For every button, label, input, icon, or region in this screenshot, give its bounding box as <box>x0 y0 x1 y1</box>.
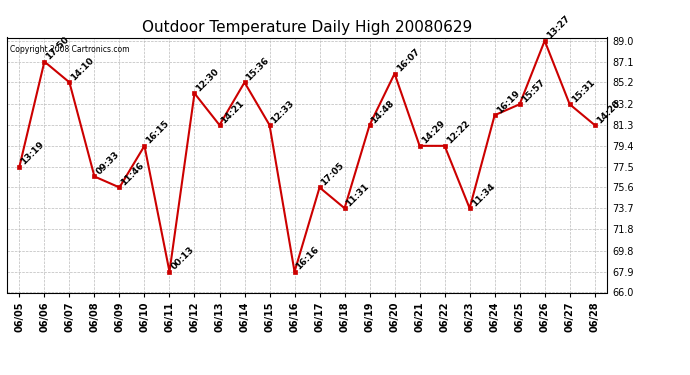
Text: 11:34: 11:34 <box>470 182 496 208</box>
Text: 14:48: 14:48 <box>370 98 396 125</box>
Text: 13:27: 13:27 <box>544 14 571 41</box>
Text: 17:05: 17:05 <box>319 161 346 188</box>
Text: 16:07: 16:07 <box>395 47 421 74</box>
Text: 16:19: 16:19 <box>495 88 522 115</box>
Text: 14:21: 14:21 <box>219 98 246 125</box>
Text: 14:10: 14:10 <box>70 56 96 82</box>
Text: 12:33: 12:33 <box>270 99 296 125</box>
Text: 15:31: 15:31 <box>570 78 596 104</box>
Text: 11:31: 11:31 <box>344 182 371 208</box>
Text: 13:19: 13:19 <box>19 140 46 166</box>
Text: 12:30: 12:30 <box>195 67 221 93</box>
Title: Outdoor Temperature Daily High 20080629: Outdoor Temperature Daily High 20080629 <box>142 20 472 35</box>
Text: 00:13: 00:13 <box>170 245 196 272</box>
Text: Copyright 2008 Cartronics.com: Copyright 2008 Cartronics.com <box>10 45 130 54</box>
Text: 12:22: 12:22 <box>444 119 471 146</box>
Text: 09:33: 09:33 <box>95 150 121 177</box>
Text: 17:50: 17:50 <box>44 35 71 62</box>
Text: 14:20: 14:20 <box>595 99 621 125</box>
Text: 15:36: 15:36 <box>244 56 271 82</box>
Text: 16:15: 16:15 <box>144 119 171 146</box>
Text: 16:16: 16:16 <box>295 245 321 272</box>
Text: 14:29: 14:29 <box>420 119 446 146</box>
Text: 11:46: 11:46 <box>119 161 146 188</box>
Text: 15:57: 15:57 <box>520 78 546 104</box>
